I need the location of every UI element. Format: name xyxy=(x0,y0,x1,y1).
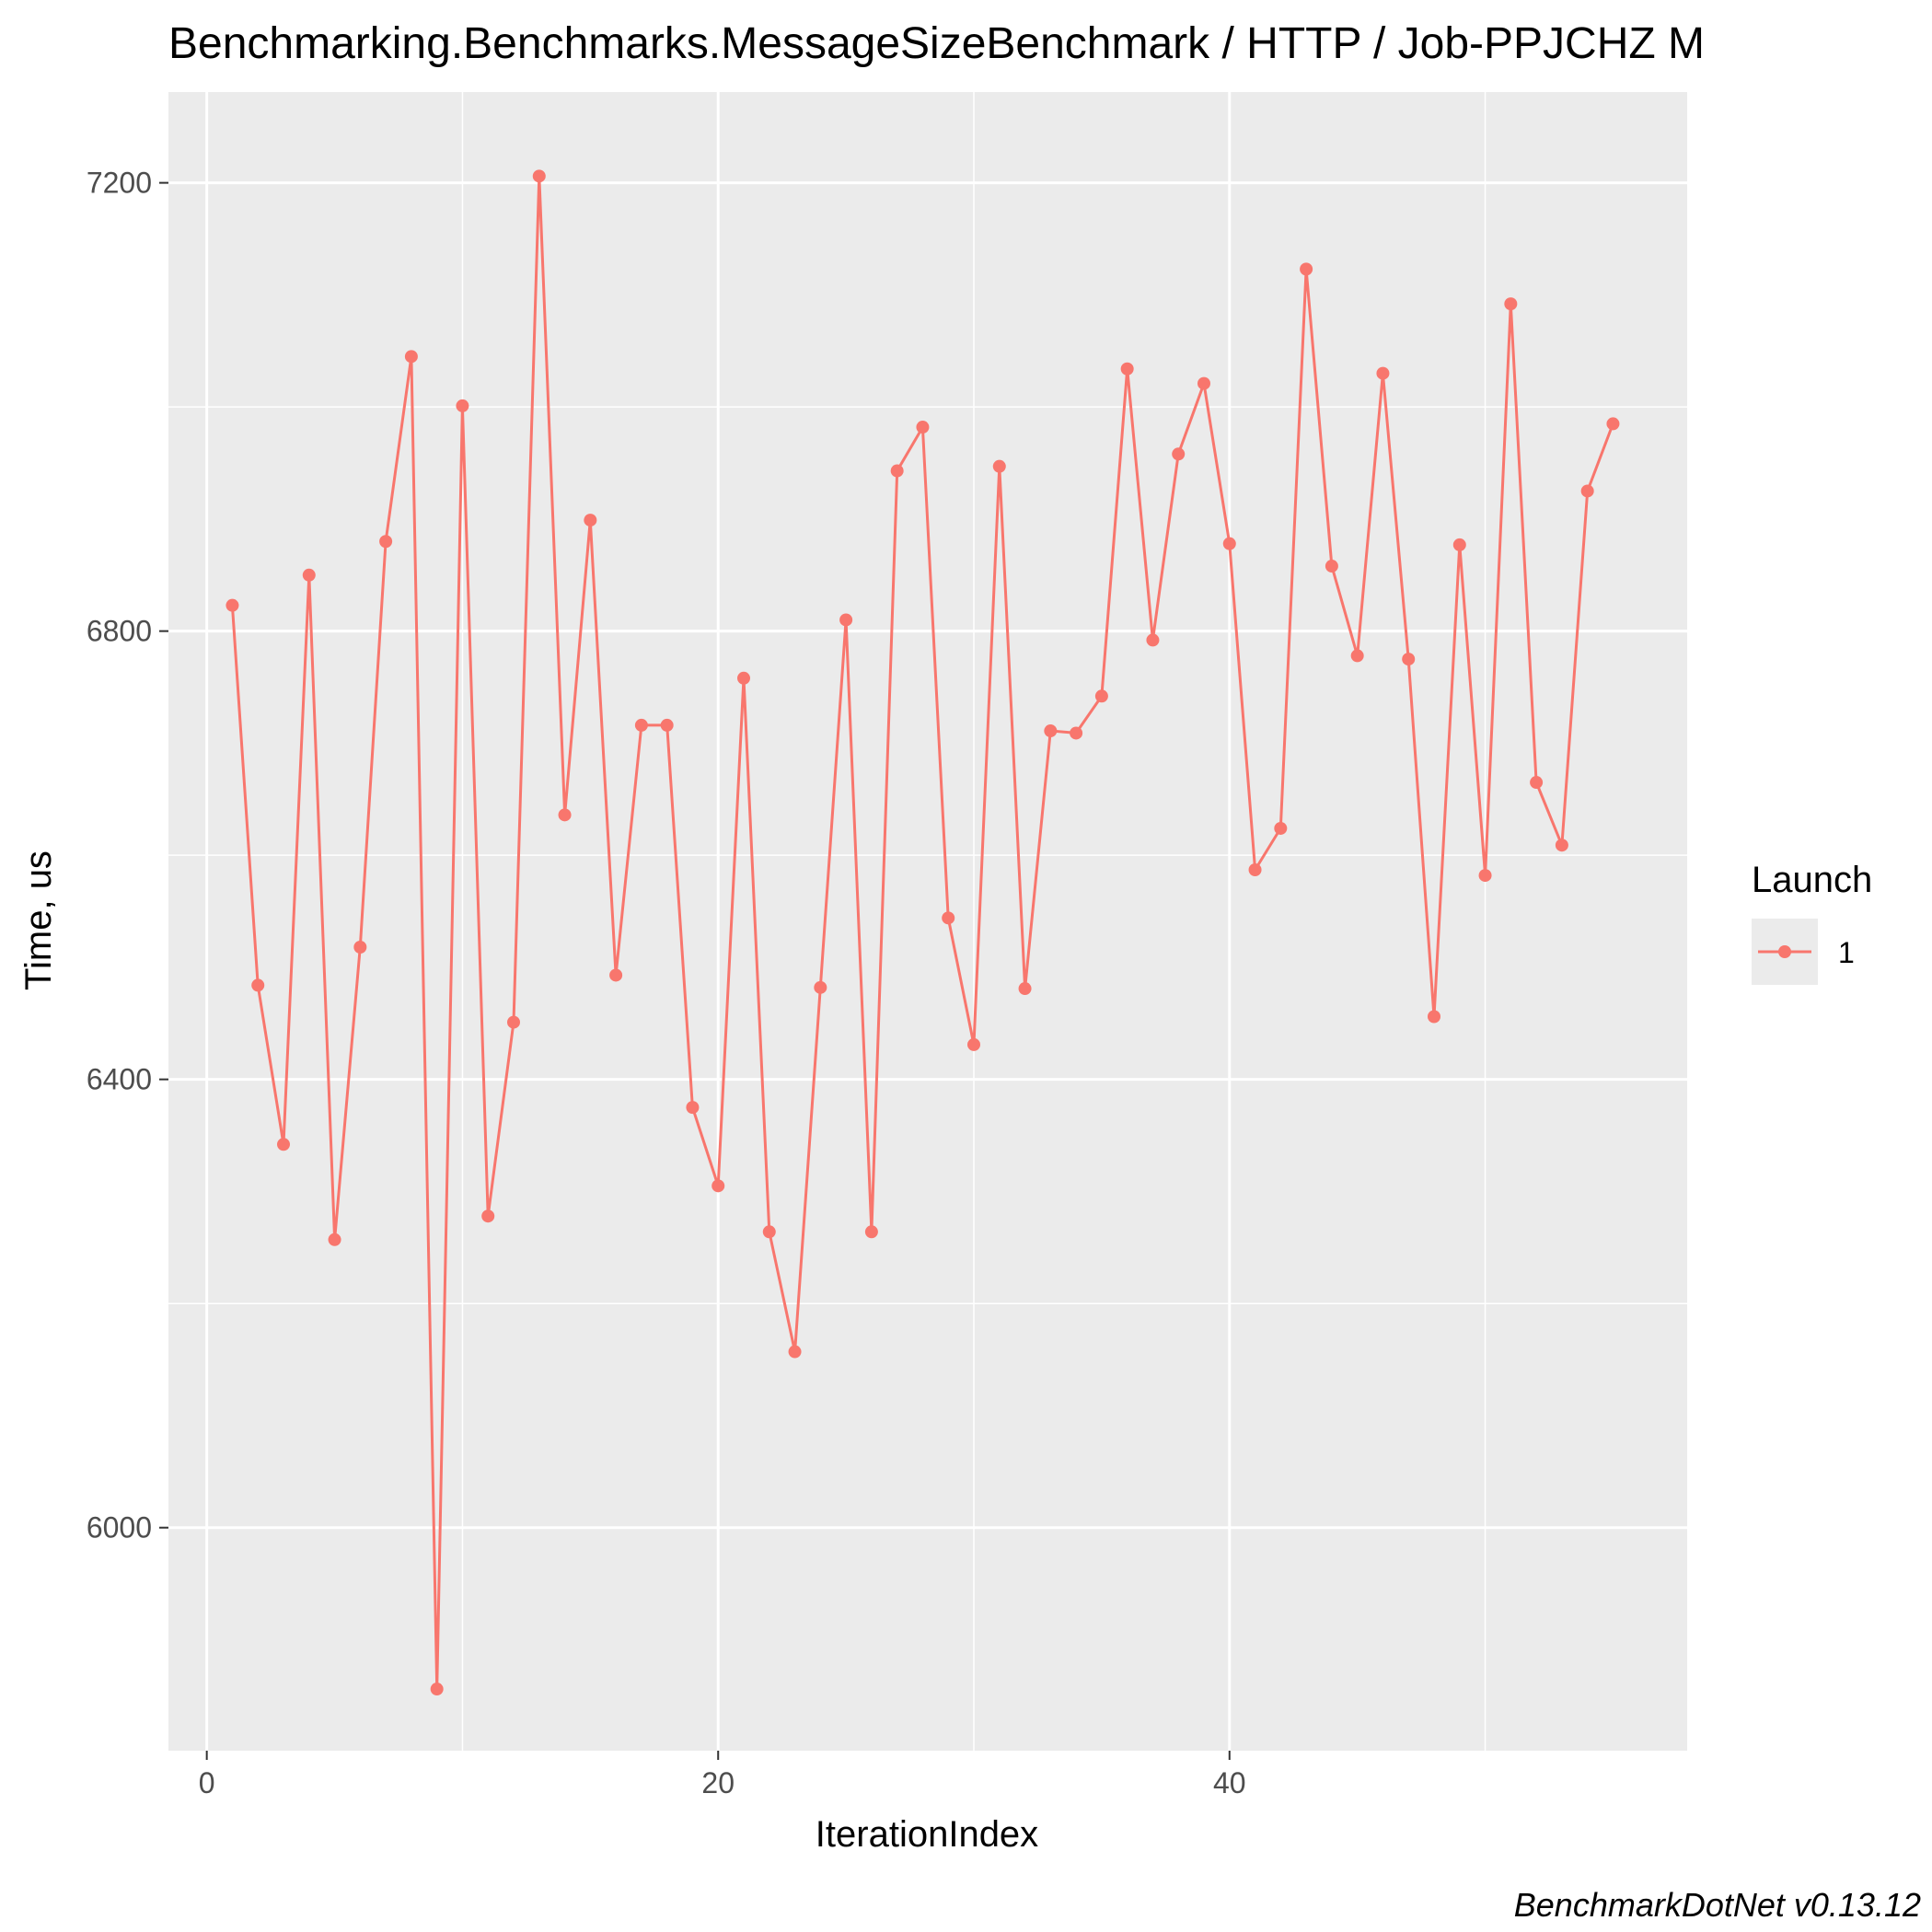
data-point xyxy=(814,980,827,994)
grid-major xyxy=(168,92,1687,1751)
data-point xyxy=(532,169,546,183)
data-point xyxy=(1325,560,1338,573)
data-point xyxy=(916,421,930,434)
x-axis-title: IterationIndex xyxy=(816,1814,1038,1855)
data-point xyxy=(634,718,648,732)
data-point xyxy=(1428,1010,1440,1024)
data-point xyxy=(711,1179,725,1193)
y-tick-label: 6000 xyxy=(87,1511,152,1544)
data-point xyxy=(1044,724,1058,738)
legend: Launch 1 xyxy=(1752,860,1872,985)
data-point xyxy=(277,1138,290,1151)
data-point xyxy=(1172,447,1186,461)
x-tick-label: 0 xyxy=(199,1766,215,1799)
plot-panel xyxy=(168,92,1687,1751)
y-tick-label: 6800 xyxy=(87,615,152,648)
data-point xyxy=(1222,537,1236,550)
data-point xyxy=(788,1345,802,1359)
data-point xyxy=(864,1225,878,1239)
caption: BenchmarkDotNet v0.13.12 xyxy=(1514,1886,1921,1924)
data-point xyxy=(686,1101,700,1115)
data-point xyxy=(302,568,316,582)
data-point xyxy=(609,968,623,982)
data-point xyxy=(1248,862,1262,876)
data-point xyxy=(1478,869,1492,883)
data-point xyxy=(226,598,239,612)
data-point xyxy=(481,1209,495,1223)
chart-title: Benchmarking.Benchmarks.MessageSizeBench… xyxy=(168,19,1705,68)
data-point xyxy=(942,911,955,925)
data-point xyxy=(1606,417,1620,431)
data-point xyxy=(1452,538,1466,551)
data-point xyxy=(1094,689,1108,703)
legend-title: Launch xyxy=(1752,860,1872,900)
data-point xyxy=(456,399,469,412)
data-point xyxy=(839,613,853,627)
data-point xyxy=(251,978,265,992)
data-point xyxy=(430,1683,444,1696)
data-point xyxy=(404,350,418,364)
data-point xyxy=(1300,262,1313,276)
data-point xyxy=(1146,633,1160,647)
x-tick-label: 20 xyxy=(701,1766,735,1799)
data-point xyxy=(1070,726,1083,740)
data-point xyxy=(1197,376,1210,390)
series-layer xyxy=(226,169,1620,1696)
legend-label: 1 xyxy=(1838,936,1855,969)
data-point xyxy=(737,671,750,685)
data-point xyxy=(967,1037,980,1051)
data-point xyxy=(558,808,572,822)
data-point xyxy=(328,1232,341,1246)
y-axis-title: Time, us xyxy=(18,850,59,990)
data-point xyxy=(584,514,597,527)
data-point xyxy=(1580,484,1594,498)
data-point xyxy=(1350,649,1364,663)
data-point xyxy=(1402,653,1416,666)
data-point xyxy=(1274,821,1288,835)
data-point xyxy=(353,941,367,954)
data-point xyxy=(1120,362,1134,376)
data-point xyxy=(507,1015,520,1029)
data-point xyxy=(1555,839,1568,852)
data-point xyxy=(1530,776,1544,790)
data-point xyxy=(992,459,1006,473)
axis-ticks xyxy=(159,181,1231,1760)
data-point xyxy=(890,464,904,478)
legend-key-point xyxy=(1778,945,1791,958)
data-point xyxy=(1018,982,1032,996)
data-point xyxy=(379,535,393,549)
axis-tick-labels: 0 20 40 6000 6400 6800 7200 xyxy=(87,167,1246,1799)
data-point xyxy=(660,718,674,732)
data-point xyxy=(1504,297,1518,311)
data-point xyxy=(762,1225,776,1239)
x-tick-label: 40 xyxy=(1213,1766,1246,1799)
y-tick-label: 6400 xyxy=(87,1063,152,1096)
data-point xyxy=(1376,366,1390,380)
y-tick-label: 7200 xyxy=(87,167,152,200)
